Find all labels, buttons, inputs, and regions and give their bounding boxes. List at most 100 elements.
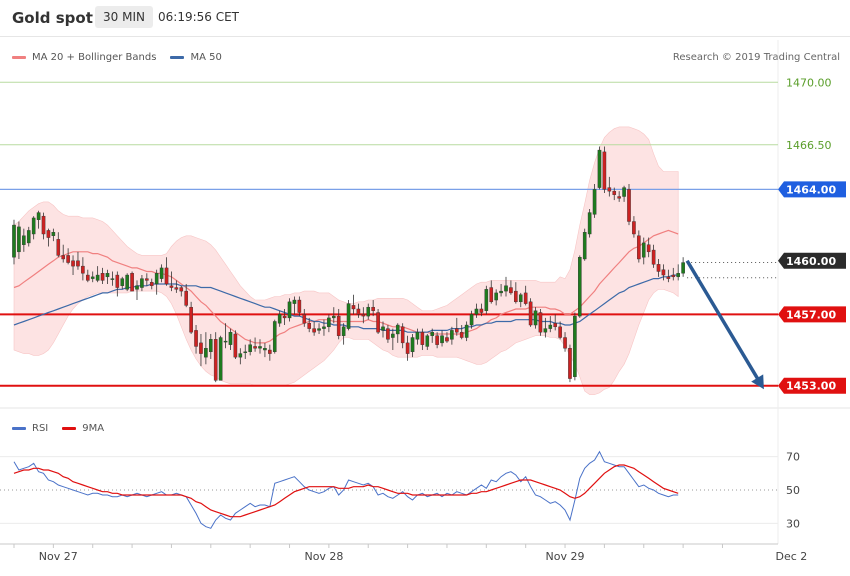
candle-body (287, 301, 292, 319)
candle (277, 310, 282, 327)
rsi-ma-legend-label: 9MA (82, 423, 105, 434)
candle (376, 308, 380, 334)
candle-body (597, 149, 602, 188)
candle (518, 292, 523, 308)
candle (533, 307, 538, 329)
level-label-1464.00: 1464.00 (786, 183, 836, 196)
candle-body (632, 221, 636, 235)
candle-body (459, 331, 464, 338)
candle (174, 280, 179, 293)
candle (351, 294, 356, 315)
candle-body (371, 306, 375, 311)
candle-body (149, 281, 154, 286)
candle-body (135, 285, 139, 290)
candle (317, 323, 321, 334)
candle (208, 333, 213, 359)
candle-body (90, 276, 95, 279)
candle (204, 332, 208, 365)
candle (327, 314, 331, 333)
candle (637, 230, 641, 263)
candle (322, 319, 326, 336)
candle (445, 332, 449, 343)
candle-body (395, 324, 400, 335)
candle (523, 285, 528, 306)
candle (223, 323, 228, 349)
candle (105, 269, 110, 284)
candle (479, 303, 484, 317)
candle-body (538, 312, 543, 333)
candle-body (592, 189, 597, 215)
candle (184, 283, 189, 308)
level-badge-1460.00 (778, 252, 846, 269)
candle-body (26, 230, 31, 244)
candle (474, 303, 479, 318)
candle (371, 300, 375, 317)
candle (395, 323, 400, 343)
candle (179, 285, 184, 297)
candle-body (332, 315, 336, 319)
candle-body (12, 224, 16, 258)
candle (26, 226, 31, 247)
candle (71, 255, 75, 276)
candle (268, 344, 272, 361)
candle-body (61, 255, 65, 260)
candle-body (607, 187, 612, 192)
candle-body (435, 335, 439, 345)
candle (243, 344, 248, 359)
candle-body (440, 335, 444, 344)
candle (361, 307, 366, 324)
candle-body (336, 315, 341, 336)
candle-body (479, 308, 484, 313)
candle (125, 273, 129, 292)
candle-body (258, 346, 262, 349)
candle (272, 319, 277, 354)
candle (17, 221, 21, 259)
candle-body (56, 239, 61, 256)
candle-body (553, 323, 557, 328)
candle (469, 310, 474, 329)
candle (169, 271, 174, 292)
candle (509, 280, 513, 295)
candle (656, 258, 661, 277)
candle-body (272, 321, 277, 353)
candle-body (292, 299, 297, 304)
interval-selector[interactable]: 30 MIN (95, 6, 153, 28)
rsi-swatch (12, 427, 26, 430)
level-label-1453.00: 1453.00 (786, 380, 836, 393)
candle (120, 276, 125, 290)
candle-body (386, 328, 390, 340)
candle-body (238, 353, 243, 358)
candle (110, 271, 115, 286)
candle (459, 325, 464, 340)
candle (194, 325, 198, 354)
candle (405, 335, 410, 361)
candle (386, 325, 390, 343)
candle (90, 271, 95, 283)
bollinger-band (13, 126, 679, 395)
candle-body (676, 273, 680, 278)
candle (464, 321, 469, 342)
level-label-1466.50: 1466.50 (786, 139, 832, 152)
candle-body (282, 315, 287, 319)
candle (253, 337, 257, 352)
candle (287, 298, 292, 322)
candle-body (499, 290, 503, 294)
level-badge-1453.00 (778, 377, 846, 394)
candle (258, 339, 262, 354)
candle-body (184, 290, 189, 306)
level-label-1470.00: 1470.00 (786, 76, 832, 89)
candle (607, 176, 612, 197)
candle-body (253, 346, 257, 349)
candle-body (95, 274, 100, 281)
ma50-line (13, 274, 679, 333)
rsi-tick-label: 70 (786, 451, 800, 464)
candle (154, 269, 159, 295)
credit-text: Research © 2019 Trading Central (672, 52, 840, 63)
candle (587, 209, 592, 238)
candle (66, 248, 70, 265)
candle (514, 282, 518, 304)
ma20-swatch (12, 56, 26, 59)
candle-body (169, 285, 174, 288)
candle (558, 321, 562, 340)
